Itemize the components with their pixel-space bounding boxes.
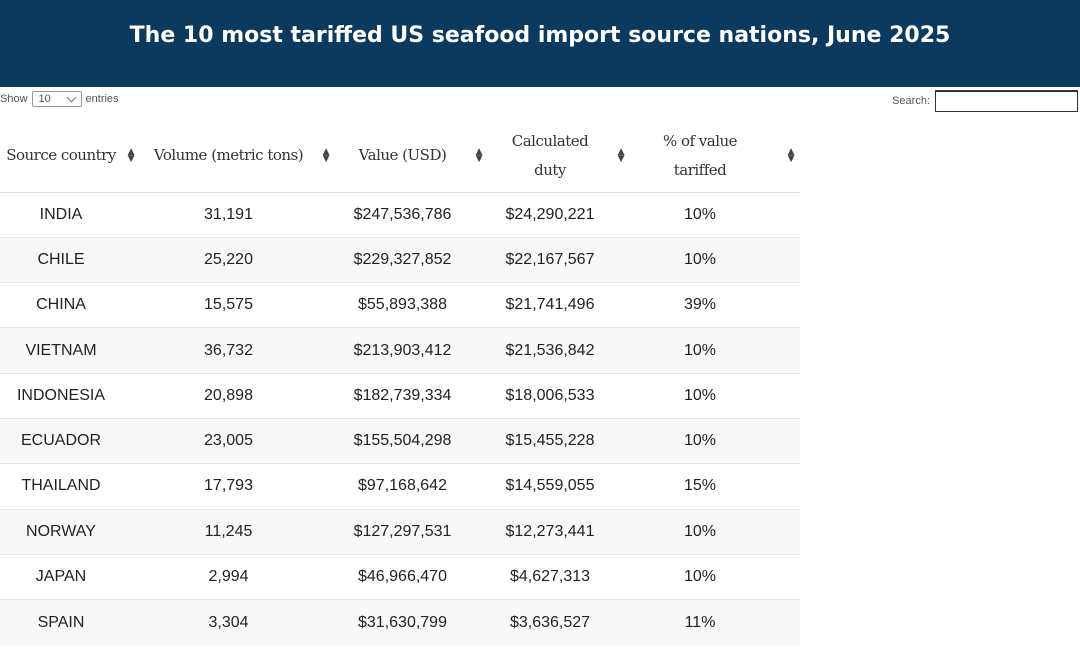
sort-icon: ▲ ▼ (787, 146, 795, 164)
cell-percent: 10% (630, 236, 800, 283)
entries-length-control: Show 10 entries (0, 91, 119, 107)
sort-icon: ▲ ▼ (475, 146, 483, 164)
cell-value: $229,327,852 (335, 236, 488, 283)
cell-percent: 15% (630, 463, 800, 510)
column-header-duty[interactable]: Calculated duty ▲ ▼ (488, 120, 630, 193)
table-row: JAPAN 2,994 $46,966,470 $4,627,313 10% (0, 553, 800, 600)
header-label: Value (USD) (358, 146, 447, 165)
table-row: CHINA 15,575 $55,893,388 $21,741,496 39% (0, 282, 800, 328)
cell-value: $155,504,298 (335, 417, 488, 464)
cell-country: CHILE (0, 236, 140, 283)
cell-percent: 10% (630, 508, 800, 555)
cell-value: $182,739,334 (335, 372, 488, 419)
cell-value: $46,966,470 (335, 553, 488, 600)
cell-volume: 2,994 (140, 553, 335, 600)
cell-duty: $12,273,441 (488, 508, 630, 555)
cell-duty: $4,627,313 (488, 553, 630, 600)
header-row: Source country ▲ ▼ Volume (metric tons) ▲ ▼ … (0, 120, 800, 193)
cell-percent: 11% (630, 599, 800, 645)
cell-percent: 10% (630, 553, 800, 600)
column-header-volume[interactable]: Volume (metric tons) ▲ ▼ (140, 120, 335, 193)
entries-label: entries (85, 93, 119, 105)
cell-volume: 36,732 (140, 327, 335, 374)
header-label: % of value tariffed (662, 131, 738, 179)
cell-country: ECUADOR (0, 417, 140, 464)
cell-duty: $21,536,842 (488, 327, 630, 374)
table-row: SPAIN 3,304 $31,630,799 $3,636,527 11% (0, 599, 800, 645)
cell-value: $127,297,531 (335, 508, 488, 555)
cell-country: INDONESIA (0, 372, 140, 419)
column-header-value[interactable]: Value (USD) ▲ ▼ (335, 120, 488, 193)
cell-volume: 11,245 (140, 508, 335, 555)
table-row: CHILE 25,220 $229,327,852 $22,167,567 10% (0, 236, 800, 283)
cell-volume: 17,793 (140, 463, 335, 510)
cell-volume: 31,191 (140, 191, 335, 238)
cell-country: THAILAND (0, 463, 140, 510)
cell-country: JAPAN (0, 553, 140, 600)
cell-volume: 23,005 (140, 417, 335, 464)
cell-volume: 15,575 (140, 282, 335, 328)
cell-volume: 25,220 (140, 236, 335, 283)
header-label: Volume (metric tons) (153, 146, 304, 165)
cell-duty: $18,006,533 (488, 372, 630, 419)
cell-duty: $3,636,527 (488, 599, 630, 645)
cell-percent: 10% (630, 417, 800, 464)
cell-percent: 10% (630, 191, 800, 238)
sort-icon: ▲ ▼ (322, 146, 330, 164)
table-row: INDONESIA 20,898 $182,739,334 $18,006,533 10… (0, 372, 800, 419)
cell-volume: 20,898 (140, 372, 335, 419)
header-label: Source country (6, 146, 116, 165)
cell-country: CHINA (0, 282, 140, 328)
cell-country: INDIA (0, 191, 140, 238)
cell-value: $55,893,388 (335, 282, 488, 328)
cell-value: $31,630,799 (335, 599, 488, 645)
search-control: Search: (892, 90, 1078, 112)
cell-duty: $15,455,228 (488, 417, 630, 464)
column-header-source-country[interactable]: Source country ▲ ▼ (0, 120, 140, 193)
search-label: Search: (892, 95, 930, 107)
table-row: INDIA 31,191 $247,536,786 $24,290,221 10% (0, 191, 800, 238)
table-row: THAILAND 17,793 $97,168,642 $14,559,055 15% (0, 463, 800, 510)
table-row: VIETNAM 36,732 $213,903,412 $21,536,842 10% (0, 327, 800, 374)
cell-value: $247,536,786 (335, 191, 488, 238)
entries-select[interactable]: 10 (31, 91, 82, 107)
show-label: Show (0, 93, 28, 105)
cell-duty: $24,290,221 (488, 191, 630, 238)
cell-value: $97,168,642 (335, 463, 488, 510)
cell-duty: $22,167,567 (488, 236, 630, 283)
table-row: NORWAY 11,245 $127,297,531 $12,273,441 10% (0, 508, 800, 555)
sort-icon: ▲ ▼ (617, 146, 625, 164)
cell-duty: $21,741,496 (488, 282, 630, 328)
cell-country: VIETNAM (0, 327, 140, 374)
cell-percent: 39% (630, 282, 800, 328)
data-table: Source country ▲ ▼ Volume (metric tons) ▲ ▼ … (0, 120, 800, 645)
cell-percent: 10% (630, 372, 800, 419)
table-row: ECUADOR 23,005 $155,504,298 $15,455,228 10% (0, 417, 800, 464)
cell-country: SPAIN (0, 599, 140, 645)
header-label: Calculated duty (511, 131, 589, 179)
cell-country: NORWAY (0, 508, 140, 555)
cell-percent: 10% (630, 327, 800, 374)
cell-volume: 3,304 (140, 599, 335, 645)
sort-icon: ▲ ▼ (127, 146, 135, 164)
page-title: The 10 most tariffed US seafood import s… (0, 0, 1080, 87)
column-header-percent-tariffed[interactable]: % of value tariffed ▲ ▼ (630, 120, 800, 193)
search-input[interactable] (935, 90, 1078, 112)
cell-value: $213,903,412 (335, 327, 488, 374)
cell-duty: $14,559,055 (488, 463, 630, 510)
